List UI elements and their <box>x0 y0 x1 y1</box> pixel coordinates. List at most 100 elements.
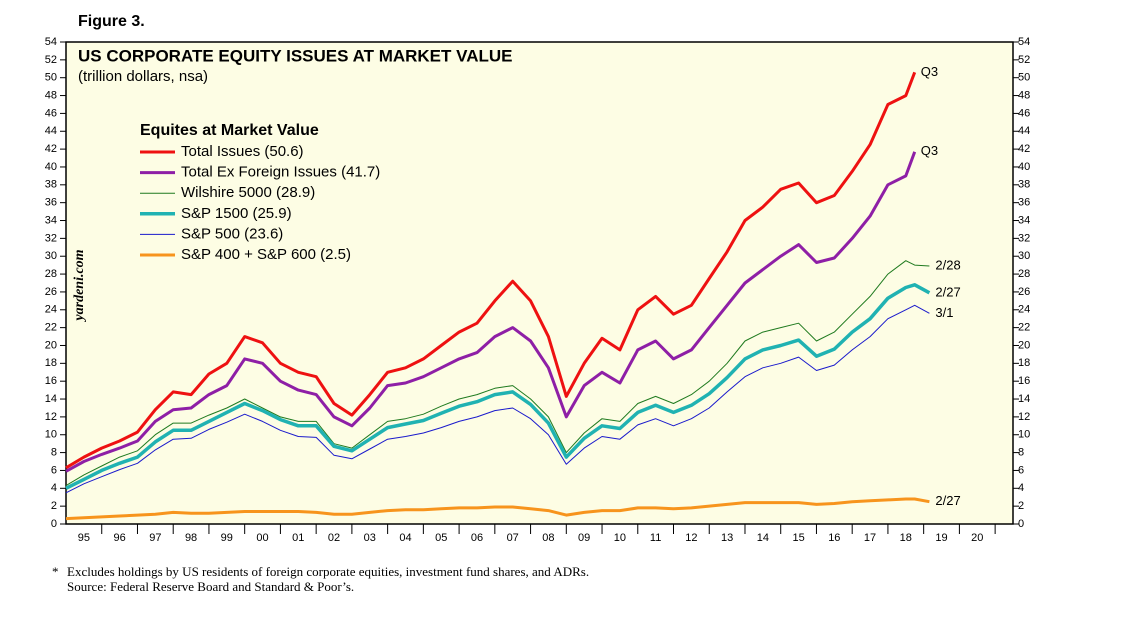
end-label: 2/27 <box>935 493 960 508</box>
footnote: Excludes holdings by US residents of for… <box>67 564 589 579</box>
y-tick-label: 8 <box>51 446 57 458</box>
y-tick-label: 18 <box>45 357 57 369</box>
y2-tick-label: 38 <box>1018 179 1030 191</box>
y-tick-label: 38 <box>45 179 57 191</box>
y2-tick-label: 32 <box>1018 232 1030 244</box>
y2-tick-label: 46 <box>1018 107 1030 119</box>
x-tick-label: 11 <box>650 532 661 544</box>
series-line <box>65 260 930 487</box>
y2-tick-label: 44 <box>1018 125 1030 137</box>
plot-area <box>65 41 1014 525</box>
footnote: Source: Federal Reserve Board and Standa… <box>67 579 354 594</box>
legend-title: Equites at Market Value <box>140 122 319 139</box>
y2-tick-label: 42 <box>1018 143 1030 155</box>
x-tick-label: 14 <box>757 532 769 544</box>
y-tick-label: 20 <box>45 339 57 351</box>
x-tick-label: 03 <box>364 532 376 544</box>
y2-tick-label: 4 <box>1018 482 1024 494</box>
x-tick-label: 13 <box>721 532 733 544</box>
y2-tick-label: 10 <box>1018 429 1030 441</box>
y2-tick-label: 12 <box>1018 411 1030 423</box>
x-tick-label: 18 <box>900 532 912 544</box>
y-tick-label: 28 <box>45 268 57 280</box>
series-line <box>65 283 931 490</box>
x-tick-label: 99 <box>221 532 233 544</box>
y-tick-label: 48 <box>45 89 57 101</box>
legend-label: S&P 1500 (25.9) <box>181 205 292 222</box>
x-tick-label: 08 <box>542 532 554 544</box>
x-tick-label: 15 <box>792 532 804 544</box>
y2-tick-label: 30 <box>1018 250 1030 262</box>
y2-tick-label: 26 <box>1018 286 1030 298</box>
y2-tick-label: 34 <box>1018 214 1030 226</box>
x-tick-label: 00 <box>256 532 268 544</box>
x-tick-label: 95 <box>78 532 90 544</box>
legend-label: S&P 400 + S&P 600 (2.5) <box>181 246 351 263</box>
legend-label: Total Ex Foreign Issues (41.7) <box>181 164 380 181</box>
y-tick-label: 16 <box>45 375 57 387</box>
y2-tick-label: 50 <box>1018 72 1030 84</box>
y-tick-label: 6 <box>51 464 57 476</box>
x-tick-label: 97 <box>149 532 161 544</box>
legend-label: Total Issues (50.6) <box>181 143 304 160</box>
y-tick-label: 26 <box>45 286 57 298</box>
figure-label: Figure 3. <box>78 13 145 30</box>
x-tick-label: 17 <box>864 532 876 544</box>
legend-label: S&P 500 (23.6) <box>181 225 283 242</box>
x-tick-label: 04 <box>399 532 411 544</box>
y-tick-label: 34 <box>45 214 57 226</box>
y-tick-label: 14 <box>45 393 57 405</box>
end-label: Q3 <box>921 64 938 79</box>
x-tick-label: 07 <box>507 532 519 544</box>
y2-tick-label: 36 <box>1018 197 1030 209</box>
footnote-marker: * <box>52 564 59 579</box>
y2-tick-label: 28 <box>1018 268 1030 280</box>
watermark: yardeni.com <box>72 249 87 322</box>
y-tick-label: 42 <box>45 143 57 155</box>
y2-tick-label: 16 <box>1018 375 1030 387</box>
y-tick-label: 50 <box>45 72 57 84</box>
x-tick-label: 10 <box>614 532 626 544</box>
y-tick-label: 46 <box>45 107 57 119</box>
y-tick-label: 32 <box>45 232 57 244</box>
y2-tick-label: 22 <box>1018 322 1030 334</box>
x-tick-label: 98 <box>185 532 197 544</box>
y2-tick-label: 18 <box>1018 357 1030 369</box>
x-tick-label: 09 <box>578 532 590 544</box>
series-line <box>65 497 930 521</box>
y2-tick-label: 40 <box>1018 161 1030 173</box>
y2-tick-label: 48 <box>1018 89 1030 101</box>
y-tick-label: 4 <box>51 482 57 494</box>
x-tick-label: 01 <box>292 532 304 544</box>
x-tick-label: 19 <box>935 532 947 544</box>
x-tick-label: 05 <box>435 532 447 544</box>
legend-label: Wilshire 5000 (28.9) <box>181 184 315 201</box>
y-tick-label: 12 <box>45 411 57 423</box>
x-tick-label: 20 <box>971 532 983 544</box>
y-tick-label: 10 <box>45 429 57 441</box>
y-tick-label: 36 <box>45 197 57 209</box>
end-label: Q3 <box>921 143 938 158</box>
end-label: 3/1 <box>935 305 953 320</box>
y2-tick-label: 52 <box>1018 54 1030 66</box>
x-tick-label: 06 <box>471 532 483 544</box>
series-line <box>65 71 917 470</box>
y2-tick-label: 24 <box>1018 304 1030 316</box>
y-tick-label: 44 <box>45 125 57 137</box>
x-tick-label: 02 <box>328 532 340 544</box>
y2-tick-label: 2 <box>1018 500 1024 512</box>
y-tick-label: 24 <box>45 304 57 316</box>
y-tick-label: 0 <box>51 518 57 530</box>
end-label: 2/28 <box>935 257 960 272</box>
series-line <box>65 151 917 473</box>
y2-tick-label: 8 <box>1018 446 1024 458</box>
y2-tick-label: 54 <box>1018 36 1030 48</box>
y-tick-label: 2 <box>51 500 57 512</box>
chart-subtitle: (trillion dollars, nsa) <box>78 68 208 85</box>
y-tick-label: 52 <box>45 54 57 66</box>
x-tick-label: 16 <box>828 532 840 544</box>
end-label: 2/27 <box>935 284 960 299</box>
y-tick-label: 22 <box>45 322 57 334</box>
